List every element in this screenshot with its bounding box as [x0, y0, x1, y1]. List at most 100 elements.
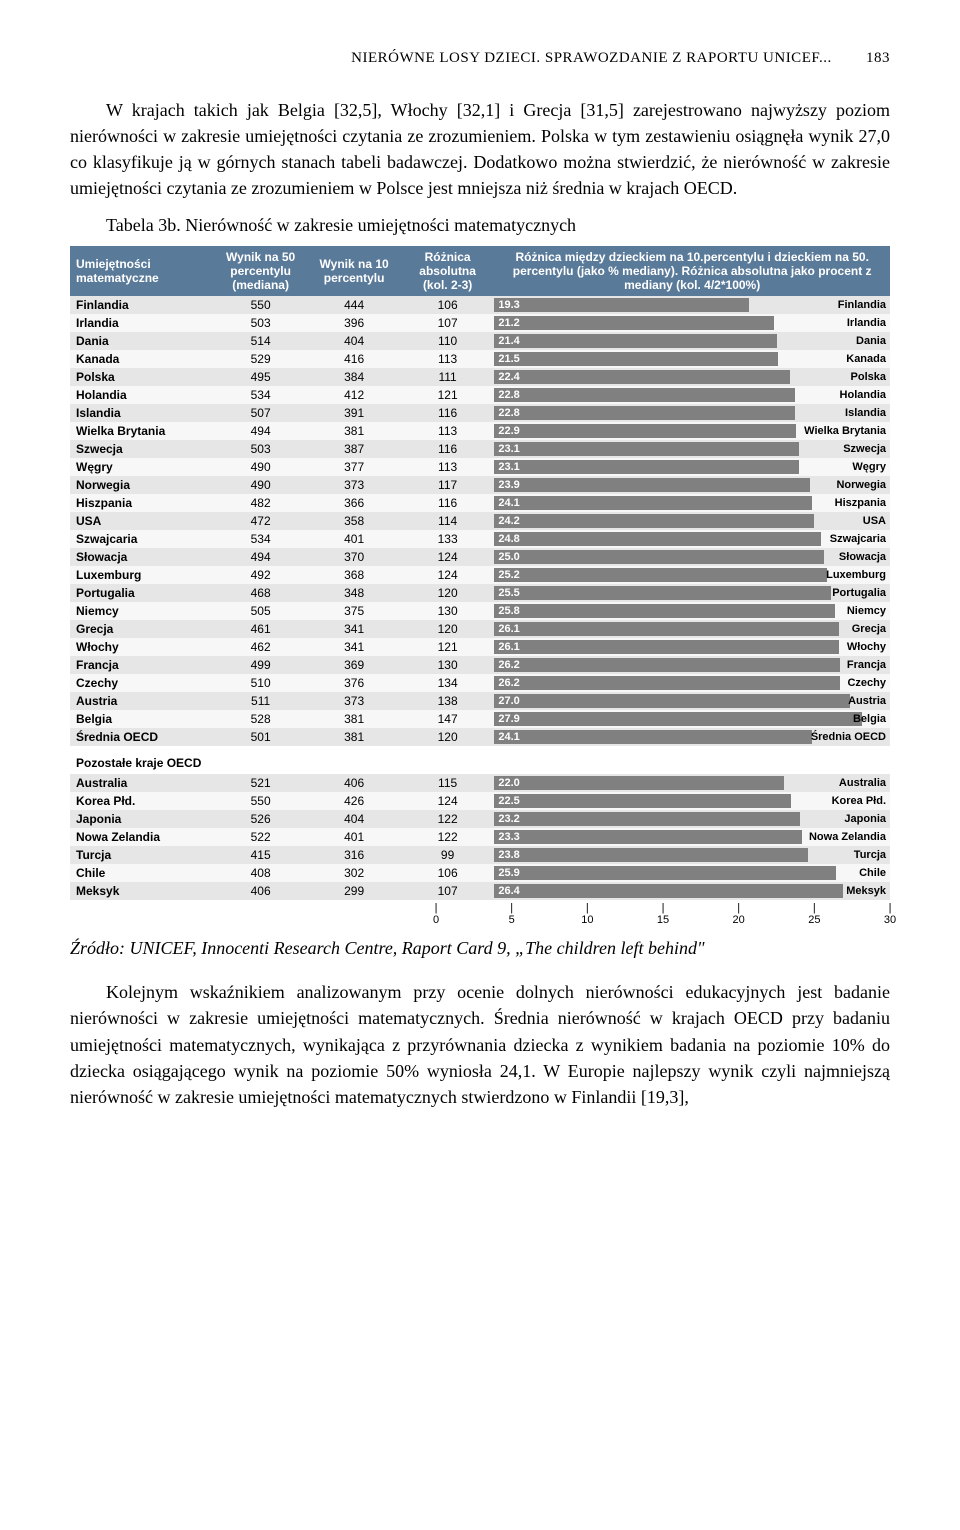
bar-country-label: Finlandia: [838, 296, 886, 314]
cell-p10: 401: [307, 828, 401, 846]
cell-chart: 24.2USA: [494, 512, 890, 530]
cell-chart: 26.2 Francja: [494, 656, 890, 674]
bar-country-label: Meksyk: [846, 882, 886, 900]
bar-country-label: Słowacja: [839, 548, 886, 566]
page-number: 183: [866, 50, 890, 66]
cell-p10: 404: [307, 810, 401, 828]
table-row: Chile40830210625.9Chile: [70, 864, 890, 882]
cell-country: Francja: [70, 656, 214, 674]
bar-country-label: Kanada: [846, 350, 886, 368]
bar-country-label: Węgry: [852, 458, 886, 476]
cell-chart: 25.8Niemcy: [494, 602, 890, 620]
cell-country: Kanada: [70, 350, 214, 368]
cell-p50: 472: [214, 512, 308, 530]
bar-country-label: Norwegia: [836, 476, 886, 494]
bar: [494, 604, 834, 618]
cell-diff: 147: [401, 710, 495, 728]
cell-diff: 122: [401, 828, 495, 846]
bar-value: 22.0: [498, 774, 519, 792]
cell-diff: 114: [401, 512, 495, 530]
cell-p50: 499: [214, 656, 308, 674]
bar-value: 24.8: [498, 530, 519, 548]
cell-chart: 22.4Polska: [494, 368, 890, 386]
cell-diff: 133: [401, 530, 495, 548]
table-row: USA47235811424.2USA: [70, 512, 890, 530]
cell-diff: 120: [401, 620, 495, 638]
bar-value: 26.1: [498, 620, 519, 638]
cell-p10: 370: [307, 548, 401, 566]
cell-chart: 25.5Portugalia: [494, 584, 890, 602]
bar-value: 22.8: [498, 404, 519, 422]
bar-value: 27.9: [498, 710, 519, 728]
table-caption: Tabela 3b. Nierówność w zakresie umiejęt…: [70, 215, 890, 236]
bar-country-label: Korea Płd.: [832, 792, 886, 810]
bar-value: 26.2: [498, 656, 519, 674]
cell-p50: 461: [214, 620, 308, 638]
bar-value: 26.4: [498, 882, 519, 900]
bar-value: 21.2: [498, 314, 519, 332]
cell-p50: 507: [214, 404, 308, 422]
cell-country: Holandia: [70, 386, 214, 404]
bar: [494, 370, 789, 384]
cell-country: Austria: [70, 692, 214, 710]
bar: [494, 586, 830, 600]
cell-p50: 514: [214, 332, 308, 350]
col-header-5: Różnica między dzieckiem na 10.percentyl…: [494, 246, 890, 296]
cell-chart: 23.9Norwegia: [494, 476, 890, 494]
axis-tick: 0: [433, 902, 439, 926]
cell-p50: 490: [214, 458, 308, 476]
cell-diff: 116: [401, 404, 495, 422]
cell-country: Belgia: [70, 710, 214, 728]
bar-country-label: Luxemburg: [826, 566, 886, 584]
bar-country-label: Niemcy: [847, 602, 886, 620]
table-row: Wielka Brytania49438111322.9Wielka Bryta…: [70, 422, 890, 440]
cell-diff: 116: [401, 494, 495, 512]
cell-p10: 381: [307, 710, 401, 728]
cell-diff: 124: [401, 566, 495, 584]
bar-value: 26.2: [498, 674, 519, 692]
bar: [494, 334, 776, 348]
table-row: Belgia52838114727.9Belgia: [70, 710, 890, 728]
cell-diff: 113: [401, 422, 495, 440]
cell-p10: 404: [307, 332, 401, 350]
table-row: Szwajcaria53440113324.8Szwajcaria: [70, 530, 890, 548]
table-row: Austria51137313827.0Austria: [70, 692, 890, 710]
bar-country-label: Czechy: [847, 674, 886, 692]
paragraph-2: Kolejnym wskaźnikiem analizowanym przy o…: [70, 979, 890, 1109]
cell-p10: 376: [307, 674, 401, 692]
cell-p50: 503: [214, 314, 308, 332]
bar-country-label: Islandia: [845, 404, 886, 422]
cell-chart: 27.0Austria: [494, 692, 890, 710]
cell-chart: 23.3Nowa Zelandia: [494, 828, 890, 846]
bar-value: 21.4: [498, 332, 519, 350]
bar-country-label: Francja: [847, 656, 886, 674]
axis-tick: 10: [581, 902, 593, 926]
cell-p10: 381: [307, 422, 401, 440]
cell-p10: 369: [307, 656, 401, 674]
bar-value: 25.2: [498, 566, 519, 584]
cell-chart: 25.0Słowacja: [494, 548, 890, 566]
cell-p10: 387: [307, 440, 401, 458]
cell-diff: 107: [401, 882, 495, 900]
col-header-1: Umiejętności matematyczne: [70, 246, 214, 296]
cell-country: Słowacja: [70, 548, 214, 566]
cell-p50: 492: [214, 566, 308, 584]
table-row: Nowa Zelandia52240112223.3Nowa Zelandia: [70, 828, 890, 846]
cell-p10: 373: [307, 692, 401, 710]
cell-country: Włochy: [70, 638, 214, 656]
cell-country: Węgry: [70, 458, 214, 476]
cell-chart: 27.9 Belgia: [494, 710, 890, 728]
bar-value: 22.8: [498, 386, 519, 404]
cell-p50: 406: [214, 882, 308, 900]
cell-country: Dania: [70, 332, 214, 350]
cell-country: Polska: [70, 368, 214, 386]
cell-chart: 23.1Węgry: [494, 458, 890, 476]
table-row: Finlandia55044410619.3Finlandia: [70, 296, 890, 314]
cell-diff: 117: [401, 476, 495, 494]
bar: [494, 442, 799, 456]
bar-country-label: Belgia: [853, 710, 886, 728]
bar-value: 25.9: [498, 864, 519, 882]
bar: [494, 848, 808, 862]
paragraph-1: W krajach takich jak Belgia [32,5], Włoc…: [70, 97, 890, 201]
cell-p50: 510: [214, 674, 308, 692]
